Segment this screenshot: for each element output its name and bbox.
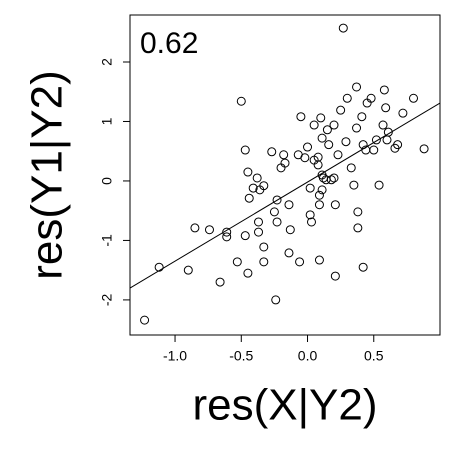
point [204,225,214,235]
point [254,217,264,227]
x-tick-label: 0.5 [364,348,384,364]
point [259,257,269,267]
point [352,82,362,92]
point [336,105,346,115]
point [190,223,200,233]
point [353,223,363,233]
point [398,108,408,118]
point [330,200,340,210]
point [243,268,253,278]
fit-line [129,102,441,289]
point [236,96,246,106]
point [371,135,381,145]
point [409,93,419,103]
point [322,125,332,135]
x-axis-title: res(X|Y2) [192,381,377,430]
point [232,257,242,267]
point [357,112,367,122]
point [382,135,392,145]
y-axis-title: res(Y1|Y2) [23,70,72,280]
point [324,140,334,150]
point [279,150,289,160]
point [349,180,359,190]
point [378,120,388,130]
point [314,190,324,200]
point [306,217,316,227]
point [243,167,253,177]
point [183,265,193,275]
point [154,262,164,272]
point [342,93,352,103]
y-tick-label: 2 [99,58,115,66]
point [252,173,262,183]
point [317,185,327,195]
point [381,103,391,113]
point [222,232,232,242]
point [272,195,282,205]
y-tick-label: 0 [99,177,115,185]
point [305,183,315,193]
point [284,200,294,210]
point [326,175,336,185]
point [295,257,305,267]
point [309,120,319,130]
plot-frame [129,14,441,336]
point [330,271,340,281]
point [244,193,254,203]
point [240,231,250,241]
point [269,207,279,217]
point [284,248,294,258]
point [317,133,327,143]
annotation: 0.62 [140,27,198,60]
x-tick-label: -0.5 [229,348,253,364]
point [248,183,258,193]
point [338,23,348,33]
point [318,173,328,183]
point [259,242,269,252]
point [358,262,368,272]
y-tick-label: -2 [99,293,115,306]
point [305,210,315,220]
point [267,147,277,157]
point [313,152,323,162]
point [329,173,339,183]
point [285,225,295,235]
point [254,227,264,237]
y-tick-label: -1 [99,234,115,247]
point [366,93,376,103]
point [419,144,429,154]
point [272,217,282,227]
point [222,227,232,237]
point [240,145,250,155]
point [353,207,363,217]
point [276,163,286,173]
point [383,127,393,137]
point [329,120,339,130]
point [352,123,362,133]
point [333,150,343,160]
y-tick-label: 1 [99,117,115,125]
point [140,315,150,325]
point [271,295,281,305]
point [358,140,368,150]
point [314,255,324,265]
point [393,140,403,150]
point [215,277,225,287]
point [374,180,384,190]
point [314,200,324,210]
point [379,85,389,95]
point [303,142,313,152]
point [259,181,269,191]
point [346,163,356,173]
x-tick-label: 0.0 [298,348,318,364]
x-tick-label: -1.0 [163,348,187,364]
point [316,113,326,123]
point [300,153,310,163]
point [341,137,351,147]
point [296,112,306,122]
point [369,145,379,155]
